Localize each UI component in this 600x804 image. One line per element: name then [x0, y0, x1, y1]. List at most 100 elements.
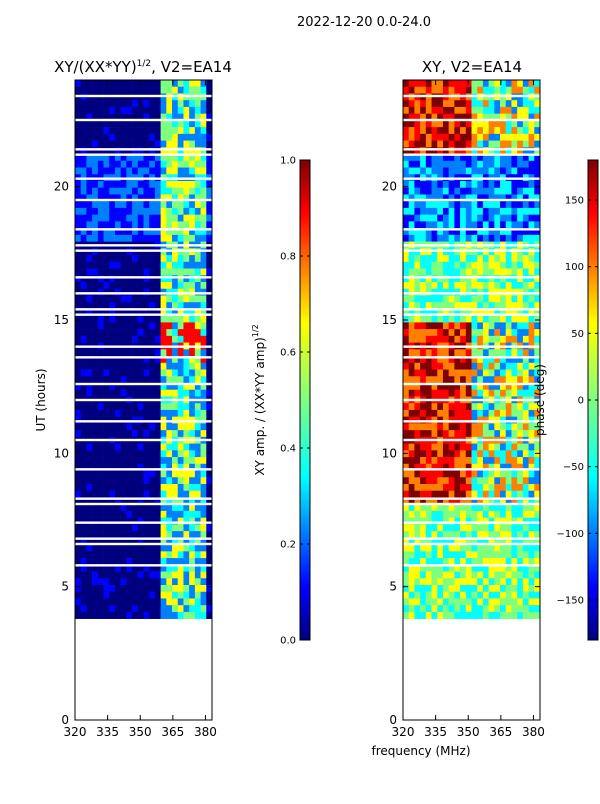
right-heatmap-cell: [460, 308, 467, 316]
left-heatmap-cell: [194, 275, 201, 283]
left-heatmap-cell: [114, 315, 121, 323]
left-heatmap-cell: [166, 510, 173, 518]
left-heatmap-cell: [194, 558, 201, 566]
right-heatmap-cell: [482, 591, 489, 599]
left-heatmap-cell: [120, 302, 127, 310]
left-heatmap-cell: [80, 362, 87, 370]
left-heatmap-cell: [200, 591, 207, 599]
left-heatmap-cell: [120, 571, 127, 579]
right-heatmap-cell: [511, 214, 518, 222]
left-heatmap-cell: [103, 591, 110, 599]
left-heatmap-cell: [132, 120, 139, 128]
right-heatmap-cell: [442, 147, 449, 155]
left-heatmap-cell: [103, 504, 110, 512]
right-heatmap-cell: [494, 100, 501, 108]
right-heatmap-cell: [465, 194, 472, 202]
left-heatmap-cell: [126, 133, 133, 141]
right-heatmap-cell: [414, 490, 421, 498]
left-heatmap-cell: [92, 544, 99, 552]
right-heatmap-cell: [528, 376, 535, 384]
left-heatmap-cell: [154, 261, 161, 269]
left-heatmap-cell: [97, 504, 104, 512]
right-heatmap-cell: [482, 537, 489, 545]
left-colorbar-bar: [299, 159, 311, 641]
left-heatmap-cell: [86, 154, 93, 162]
left-heatmap-cell: [86, 389, 93, 397]
left-heatmap-cell: [120, 463, 127, 471]
left-heatmap-cell: [189, 315, 196, 323]
right-heatmap-cell: [437, 261, 444, 269]
right-heatmap-cell: [465, 80, 472, 88]
right-heatmap-cell: [403, 611, 410, 619]
left-heatmap-cell: [103, 106, 110, 114]
left-heatmap-cell: [183, 127, 190, 135]
right-heatmap-cell: [403, 268, 410, 276]
left-heatmap-cell: [172, 255, 179, 263]
right-heatmap-cell: [465, 517, 472, 525]
left-heatmap-cell: [194, 598, 201, 606]
left-heatmap-cell: [132, 154, 139, 162]
left-heatmap-cell: [183, 322, 190, 330]
left-heatmap-cell: [126, 611, 133, 619]
left-heatmap-cell: [126, 302, 133, 310]
right-heatmap-cell: [500, 611, 507, 619]
left-y-tick-label: 20: [54, 180, 69, 194]
left-heatmap-cell: [114, 80, 121, 88]
left-heatmap-cell: [172, 517, 179, 525]
left-heatmap-cell: [206, 120, 213, 128]
left-heatmap-cell: [143, 207, 150, 215]
left-heatmap-cell: [166, 591, 173, 599]
right-heatmap-cell: [522, 423, 529, 431]
left-heatmap-cell: [149, 409, 156, 417]
left-heatmap-cell: [92, 154, 99, 162]
left-heatmap-cell: [103, 376, 110, 384]
left-heatmap-cell: [126, 383, 133, 391]
left-heatmap-cell: [143, 611, 150, 619]
right-heatmap-cell: [448, 598, 455, 606]
left-heatmap-cell: [143, 356, 150, 364]
left-heatmap-cell: [166, 383, 173, 391]
left-heatmap-cell: [132, 484, 139, 492]
right-axes-frame: [402, 79, 541, 721]
right-heatmap-cell: [425, 551, 432, 559]
right-heatmap-cell: [408, 86, 415, 94]
right-heatmap-cell: [408, 187, 415, 195]
left-heatmap-cell: [80, 356, 87, 364]
right-heatmap-cell: [482, 201, 489, 209]
left-heatmap-cell: [109, 234, 116, 242]
left-heatmap-cell: [206, 154, 213, 162]
left-colorbar-tick-label: 0.8: [280, 252, 296, 263]
right-data-gap: [403, 313, 540, 316]
right-heatmap-cell: [460, 302, 467, 310]
right-heatmap-cell: [460, 194, 467, 202]
right-heatmap-cell: [420, 295, 427, 303]
left-heatmap-cell: [143, 133, 150, 141]
right-heatmap-cell: [482, 167, 489, 175]
left-heatmap-cell: [132, 430, 139, 438]
right-heatmap-cell: [431, 430, 438, 438]
right-heatmap-cell: [414, 181, 421, 189]
right-heatmap-cell: [442, 201, 449, 209]
right-heatmap-cell: [471, 524, 478, 532]
right-heatmap-cell: [403, 383, 410, 391]
right-heatmap-cell: [471, 201, 478, 209]
left-heatmap-cell: [86, 295, 93, 303]
left-heatmap-cell: [206, 403, 213, 411]
left-heatmap-cell: [206, 80, 213, 88]
left-heatmap-cell: [172, 106, 179, 114]
right-heatmap-cell: [420, 80, 427, 88]
right-heatmap-cell: [494, 221, 501, 229]
left-heatmap-cell: [200, 160, 207, 168]
left-heatmap-cell: [172, 329, 179, 337]
left-heatmap-cell: [149, 282, 156, 290]
left-heatmap-cell: [80, 207, 87, 215]
left-heatmap-cell: [172, 120, 179, 128]
left-heatmap-cell: [103, 302, 110, 310]
left-heatmap-cell: [86, 369, 93, 377]
left-heatmap-cell: [172, 154, 179, 162]
left-heatmap-cell: [120, 133, 127, 141]
right-heatmap-cell: [414, 308, 421, 316]
left-heatmap-cell: [206, 544, 213, 552]
right-heatmap-cell: [448, 409, 455, 417]
right-heatmap-cell: [420, 201, 427, 209]
